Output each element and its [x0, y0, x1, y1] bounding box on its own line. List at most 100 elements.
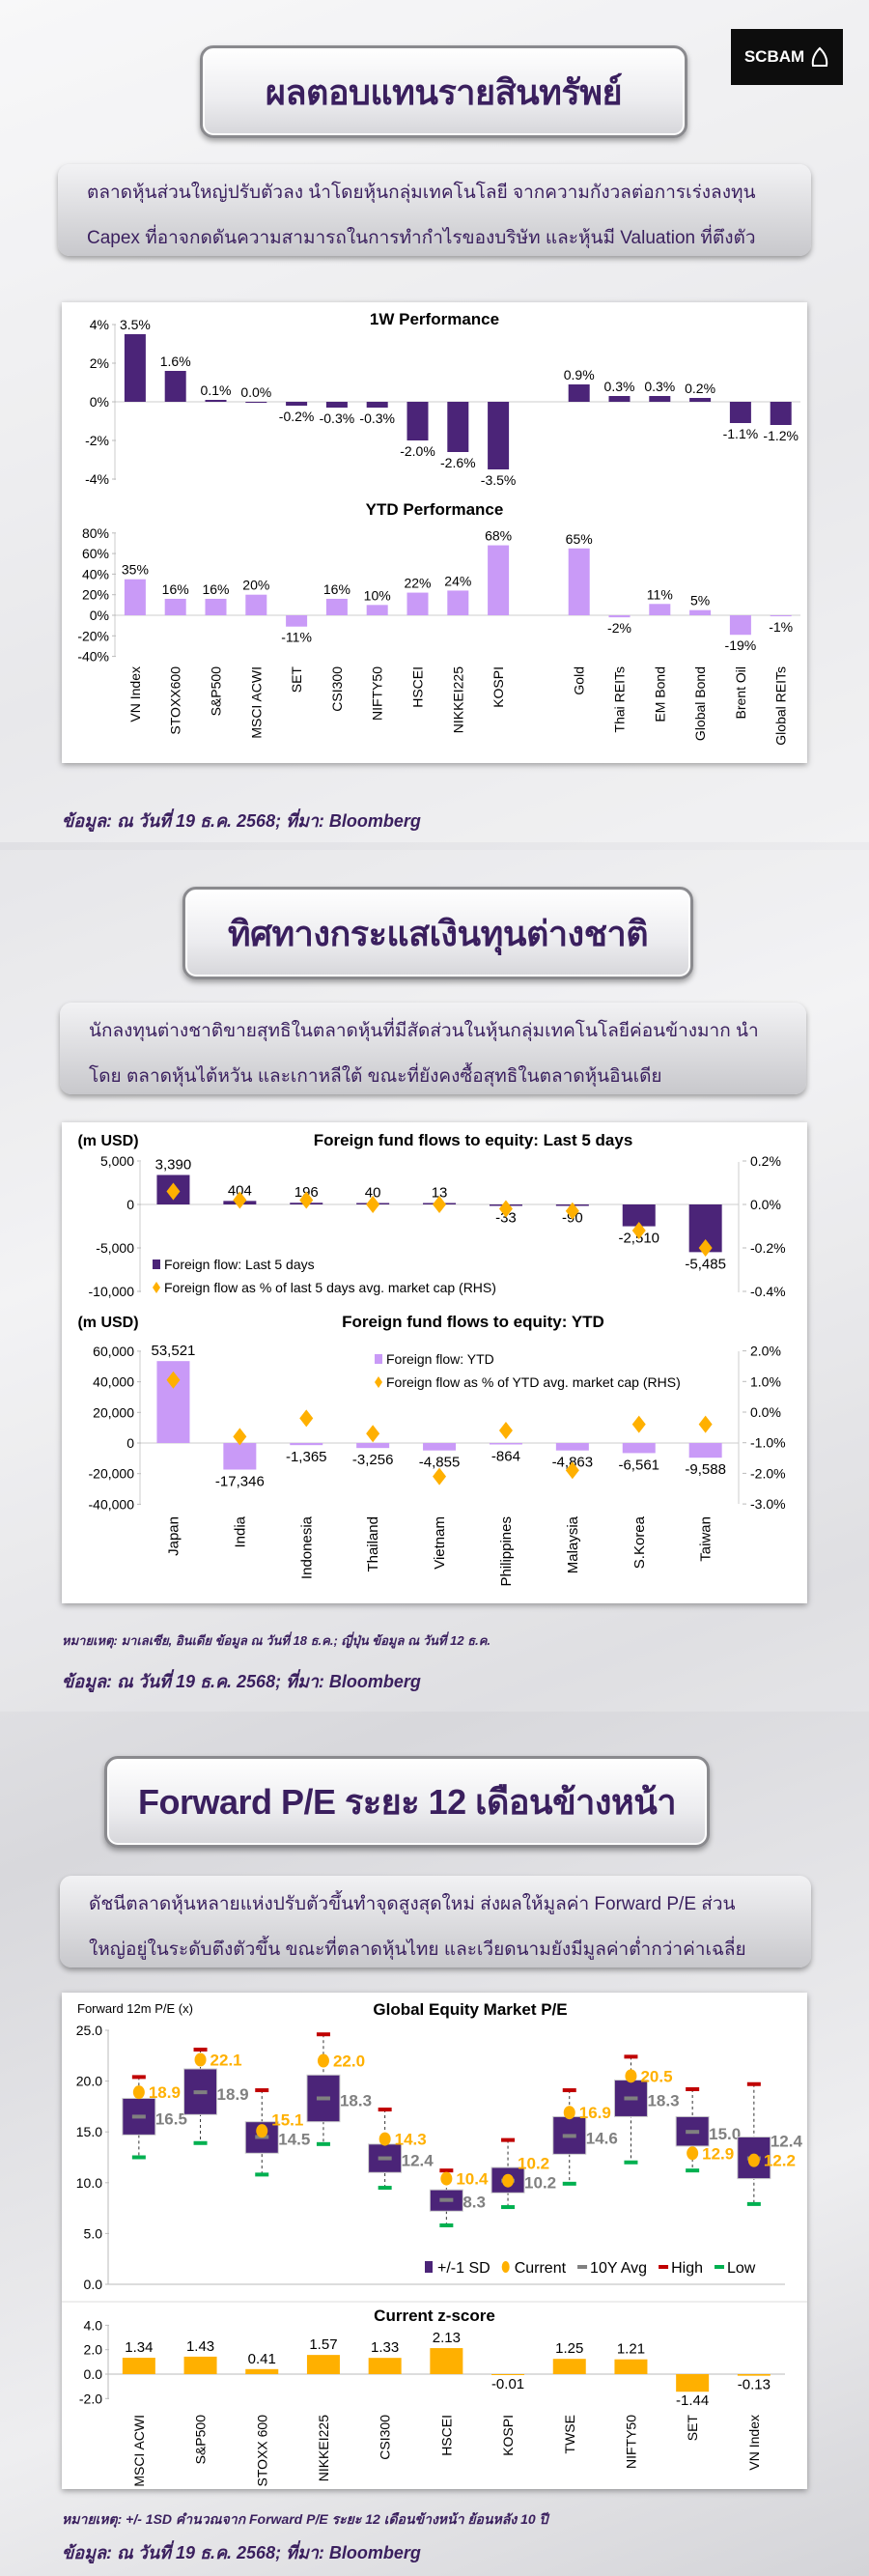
x-category-label: India: [232, 1515, 248, 1547]
bar: [286, 402, 308, 406]
legend-swatch-dash: [659, 2265, 669, 2269]
diamond-marker: [366, 1425, 380, 1443]
bar: [406, 402, 429, 440]
legend-swatch-dash: [577, 2265, 588, 2269]
summary-line: โดย ตลาดหุ้นไต้หวัน และเกาหลีใต้ ขณะที่ย…: [89, 1066, 662, 1087]
avg-label: 8.3: [463, 2194, 486, 2212]
x-category-label: Global REITs: [773, 666, 789, 746]
x-category-label: Vietnam: [432, 1516, 448, 1570]
high-marker: [746, 2081, 761, 2086]
bar: [325, 402, 348, 408]
x-category-label: HSCEI: [410, 666, 426, 708]
x-category-label: S.Korea: [631, 1515, 648, 1569]
high-marker: [686, 2087, 700, 2092]
diamond-marker: [366, 1196, 380, 1213]
summary-line: ดัชนีตลาดหุ้นหลายแห่งปรับตัวขึ้นทำจุดสูง…: [89, 1894, 736, 1914]
bar: [447, 590, 469, 615]
x-category-label: S&P500: [209, 666, 224, 717]
y-tick-label: 5.0: [84, 2225, 103, 2241]
legend-label: Foreign flow: YTD: [386, 1351, 494, 1367]
x-category-label: S&P500: [193, 2415, 209, 2465]
high-marker: [316, 2032, 330, 2037]
low-marker: [686, 2168, 700, 2173]
current-marker: [625, 2069, 637, 2083]
data-label: 0.0%: [240, 384, 271, 400]
x-category-label: MSCI ACWI: [248, 666, 264, 739]
low-marker: [378, 2186, 392, 2191]
bar: [568, 384, 590, 402]
summary-line: นักลงทุนต่างชาติขายสุทธิในตลาดหุ้นที่มีส…: [89, 1021, 759, 1041]
current-label: 22.0: [333, 2052, 365, 2071]
legend-swatch-bar: [153, 1260, 160, 1269]
high-marker: [562, 2088, 576, 2093]
y-tick-label: 4%: [90, 317, 109, 332]
y2-tick-label: -0.4%: [750, 1284, 786, 1299]
avg-label: 14.5: [278, 2130, 310, 2148]
bar: [245, 594, 267, 615]
x-category-label: NIKKEI225: [450, 666, 465, 733]
diamond-marker: [631, 1222, 646, 1239]
data-label: -4,855: [419, 1455, 461, 1471]
bar: [489, 1443, 522, 1445]
y-tick-label: 4.0: [84, 2317, 103, 2333]
x-category-label: NIKKEI225: [316, 2415, 331, 2481]
current-marker: [256, 2124, 268, 2138]
chart-title: Current z-score: [374, 2307, 495, 2325]
data-label: -19%: [725, 637, 757, 653]
bar: [552, 2359, 586, 2374]
bar: [688, 1443, 722, 1458]
chart-title: Global Equity Market P/E: [373, 2000, 567, 2019]
diamond-marker: [299, 1191, 314, 1209]
bar: [290, 1443, 323, 1446]
current-marker: [440, 2171, 453, 2186]
x-category-label: Japan: [165, 1516, 182, 1556]
x-category-label: KOSPI: [491, 666, 506, 708]
data-label: 40: [365, 1185, 381, 1202]
bar: [614, 2359, 648, 2374]
section-title-returns: ผลตอบแทนรายสินทรัพย์: [200, 45, 687, 138]
x-category-label: Gold: [572, 666, 587, 695]
low-marker: [193, 2140, 208, 2145]
diamond-marker: [299, 1409, 314, 1428]
x-category-label: NIFTY50: [370, 666, 385, 721]
x-category-label: Indonesia: [298, 1515, 315, 1579]
y-tick-label: -20,000: [89, 1466, 135, 1482]
current-marker: [563, 2106, 575, 2120]
current-marker: [502, 2173, 515, 2188]
bar: [622, 1204, 656, 1227]
data-label: 1.43: [186, 2338, 214, 2355]
x-category-label: Thai REITs: [612, 666, 628, 732]
data-label: 1.34: [125, 2339, 153, 2356]
y2-tick-label: -0.2%: [750, 1240, 786, 1256]
data-label: 16%: [323, 581, 350, 597]
bar: [368, 2358, 402, 2374]
scbam-logo: SCBAM: [731, 29, 843, 85]
bar: [325, 598, 348, 615]
data-label: -1%: [769, 619, 793, 635]
source-note: ข้อมูล: ณ วันที่ 19 ธ.ค. 2568; ที่มา: Bl…: [62, 1672, 421, 1691]
diamond-marker: [233, 1428, 247, 1446]
section-title-fund-flows: ทิศทางกระแสเงินทุนต่างชาติ: [182, 887, 693, 979]
bar: [555, 1443, 589, 1451]
current-marker: [132, 2085, 145, 2100]
y-tick-label: -40,000: [89, 1496, 135, 1512]
bar: [770, 615, 792, 617]
bar: [770, 402, 792, 425]
summary-line: ใหญ่อยู่ในระดับตึงตัวขึ้น ขณะที่ตลาดหุ้น…: [89, 1939, 746, 1960]
data-label: 0.9%: [564, 367, 595, 382]
data-label: 1.6%: [160, 354, 191, 369]
y-tick-label: -4%: [85, 471, 109, 487]
x-category-label: Thailand: [365, 1516, 381, 1572]
legend-swatch-bar: [375, 1354, 382, 1364]
current-label: 10.4: [456, 2170, 489, 2189]
summary-line: Capex ที่อาจกดดันความสามารถในการทำกำไรขอ…: [87, 228, 756, 248]
current-label: 10.2: [518, 2155, 549, 2173]
x-category-label: CSI300: [378, 2415, 393, 2460]
current-label: 12.9: [702, 2144, 734, 2163]
avg-label: 18.9: [217, 2085, 249, 2104]
bar: [737, 2374, 771, 2376]
data-label: 16%: [202, 581, 229, 597]
current-label: 18.9: [149, 2083, 181, 2102]
avg-label: 16.5: [155, 2109, 187, 2128]
